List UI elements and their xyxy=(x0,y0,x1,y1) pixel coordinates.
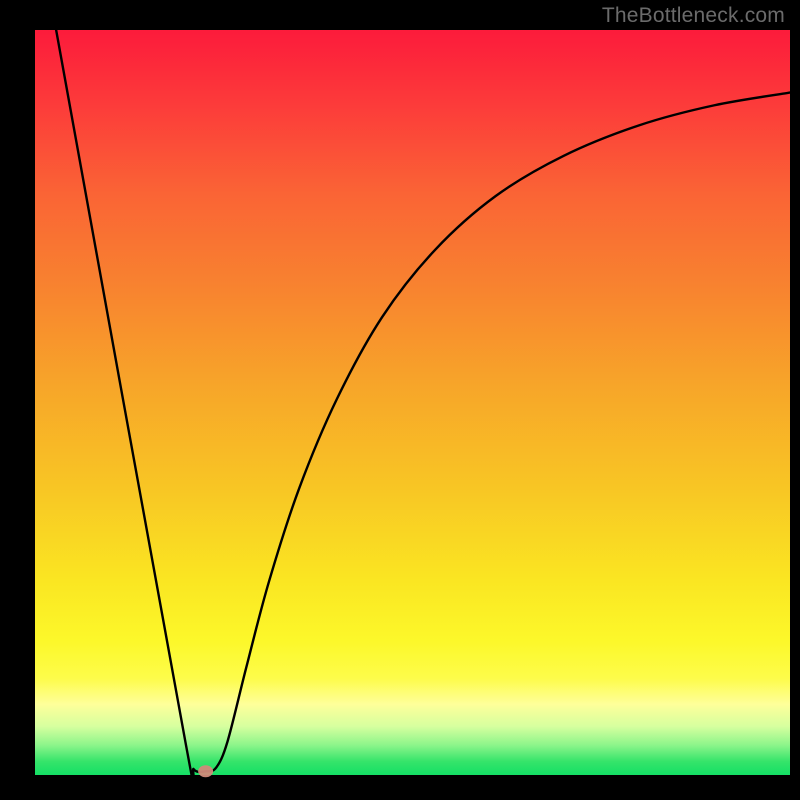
plot-background-gradient xyxy=(35,30,790,775)
optimal-point-marker xyxy=(198,765,213,777)
bottleneck-chart xyxy=(0,0,800,800)
watermark-text: TheBottleneck.com xyxy=(602,4,785,28)
